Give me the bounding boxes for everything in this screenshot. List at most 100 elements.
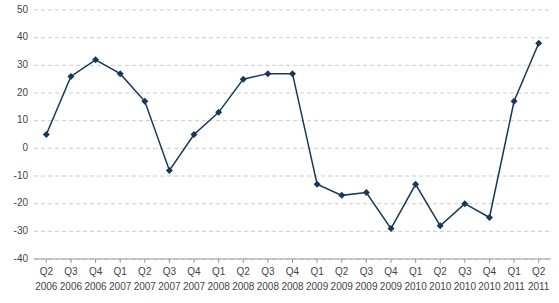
y-tick-label: 20 <box>17 87 29 98</box>
year-label: 2006 <box>84 281 107 292</box>
grid-line <box>34 148 551 149</box>
year-label: 2007 <box>158 281 181 292</box>
point <box>117 70 124 77</box>
point <box>264 70 271 77</box>
point <box>535 40 542 47</box>
year-label: 2008 <box>232 281 255 292</box>
x-tick-label: Q1 <box>310 266 324 277</box>
year-label: 2010 <box>404 281 427 292</box>
point <box>289 70 296 77</box>
year-label: 2009 <box>331 281 354 292</box>
x-tick <box>169 259 170 263</box>
x-tick-label: Q3 <box>458 266 472 277</box>
y-tick-label: -20 <box>14 197 29 208</box>
x-tick-label: Q2 <box>532 266 546 277</box>
x-tick-label: Q4 <box>483 266 497 277</box>
point <box>43 131 50 138</box>
point <box>387 225 394 232</box>
x-tick-label: Q3 <box>360 266 374 277</box>
x-tick <box>415 259 416 263</box>
grid-line <box>34 65 551 66</box>
line <box>46 43 538 228</box>
year-label: 2009 <box>380 281 403 292</box>
point <box>141 98 148 105</box>
point <box>215 109 222 116</box>
x-tick <box>317 259 318 263</box>
x-tick-label: Q4 <box>89 266 103 277</box>
point <box>412 181 419 188</box>
x-tick-label: Q4 <box>187 266 201 277</box>
x-tick <box>194 259 195 263</box>
year-label: 2009 <box>355 281 378 292</box>
x-tick <box>46 259 47 263</box>
x-tick <box>292 259 293 263</box>
point <box>363 189 370 196</box>
y-axis: -40-30-20-1001020304050 <box>14 4 29 264</box>
x-tick-label: Q3 <box>163 266 177 277</box>
year-label: 2006 <box>60 281 83 292</box>
x-axis: Q2 2006 Q3 2006 Q4 2006 Q1 2007 Q2 2007 Q3 2007 Q4 20… <box>34 259 551 292</box>
point <box>191 131 198 138</box>
point <box>240 76 247 83</box>
year-label: 2010 <box>478 281 501 292</box>
grid-line <box>34 176 551 177</box>
x-tick-label: Q2 <box>237 266 251 277</box>
x-tick <box>341 259 342 263</box>
year-label: 2010 <box>454 281 477 292</box>
x-tick <box>489 259 490 263</box>
x-tick-label: Q1 <box>212 266 226 277</box>
year-label: 2008 <box>257 281 280 292</box>
x-tick-label: Q1 <box>409 266 423 277</box>
y-tick-label: 50 <box>17 4 29 15</box>
x-tick <box>440 259 441 263</box>
x-tick-label: Q2 <box>40 266 54 277</box>
x-tick-label: Q2 <box>138 266 152 277</box>
x-tick-label: Q2 <box>335 266 349 277</box>
year-label: 2008 <box>281 281 304 292</box>
y-tick-label: 40 <box>17 31 29 42</box>
year-label: 2009 <box>306 281 329 292</box>
point <box>437 222 444 229</box>
x-tick <box>95 259 96 263</box>
x-tick <box>218 259 219 263</box>
grid-line <box>34 10 551 11</box>
x-tick <box>120 259 121 263</box>
x-tick-label: Q1 <box>113 266 127 277</box>
grid-line <box>34 203 551 204</box>
series <box>43 40 542 232</box>
chart: -40-30-20-1001020304050Q22006Q32006Q4200… <box>0 0 559 303</box>
x-tick-label: Q4 <box>286 266 300 277</box>
x-tick-label: Q1 <box>507 266 521 277</box>
x-tick <box>538 259 539 263</box>
grid-line <box>34 93 551 94</box>
year-label: 2011 <box>528 281 550 292</box>
x-tick <box>366 259 367 263</box>
year-label: 2008 <box>208 281 231 292</box>
x-tick <box>464 259 465 263</box>
year-label: 2007 <box>109 281 132 292</box>
year-label: 2011 <box>503 281 525 292</box>
x-tick <box>70 259 71 263</box>
year-label: 2007 <box>134 281 157 292</box>
point <box>511 98 518 105</box>
x-tick-label: Q4 <box>384 266 398 277</box>
x-tick <box>243 259 244 263</box>
x-tick-label: Q3 <box>261 266 275 277</box>
year-label: 2007 <box>183 281 206 292</box>
point <box>461 200 468 207</box>
grid-line <box>34 120 551 121</box>
x-tick-label: Q2 <box>434 266 448 277</box>
point <box>338 192 345 199</box>
y-tick-label: 30 <box>17 59 29 70</box>
x-tick <box>390 259 391 263</box>
y-grid <box>34 10 551 259</box>
x-tick <box>267 259 268 263</box>
point <box>314 181 321 188</box>
year-label: 2006 <box>35 281 58 292</box>
point <box>92 56 99 63</box>
x-tick <box>514 259 515 263</box>
y-tick-label: 10 <box>17 114 29 125</box>
grid-line <box>34 231 551 232</box>
grid-line <box>34 37 551 38</box>
y-tick-label: -30 <box>14 225 29 236</box>
